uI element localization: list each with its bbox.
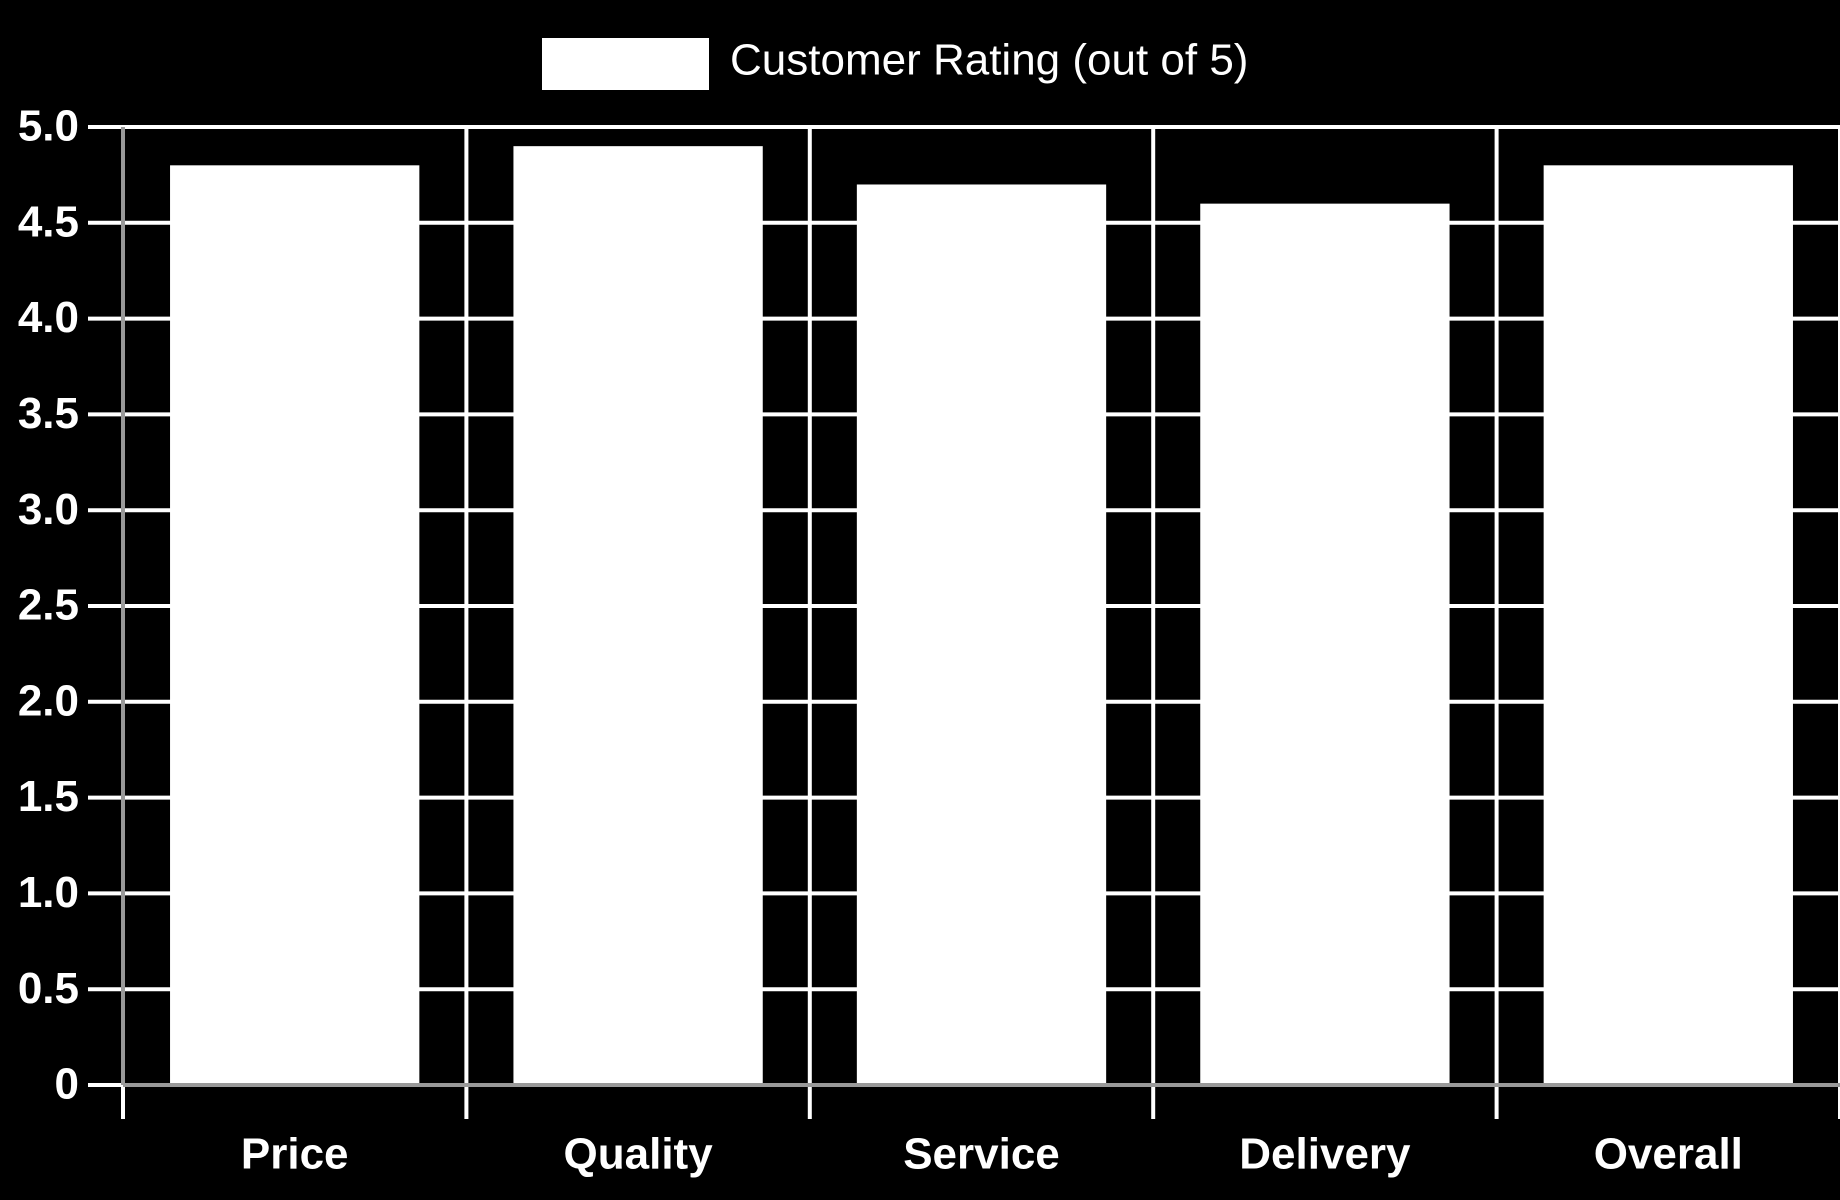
bar xyxy=(1200,203,1450,1085)
y-tick-label: 2.5 xyxy=(18,581,79,630)
legend-label: Customer Rating (out of 5) xyxy=(730,36,1248,85)
y-tick-label: 4.5 xyxy=(18,197,79,246)
y-tick-label: 5.0 xyxy=(18,102,79,151)
y-tick-label: 2.0 xyxy=(18,676,79,725)
x-tick-label: Quality xyxy=(564,1130,714,1179)
bar xyxy=(1543,165,1793,1085)
bar xyxy=(170,165,420,1085)
x-tick-label: Delivery xyxy=(1239,1130,1411,1179)
y-tick-label: 3.0 xyxy=(18,485,79,534)
x-tick-label: Price xyxy=(241,1130,349,1179)
y-tick-label: 0.5 xyxy=(18,964,79,1013)
legend-swatch xyxy=(542,38,709,90)
y-tick-label: 1.0 xyxy=(18,868,79,917)
y-tick-label: 1.5 xyxy=(18,772,79,821)
y-tick-label: 3.5 xyxy=(18,389,79,438)
bar xyxy=(856,184,1107,1086)
y-tick-label: 0 xyxy=(55,1060,79,1109)
x-tick-label: Overall xyxy=(1594,1130,1743,1179)
x-tick-label: Service xyxy=(903,1130,1060,1179)
y-tick-label: 4.0 xyxy=(18,293,79,342)
bar xyxy=(513,146,763,1085)
